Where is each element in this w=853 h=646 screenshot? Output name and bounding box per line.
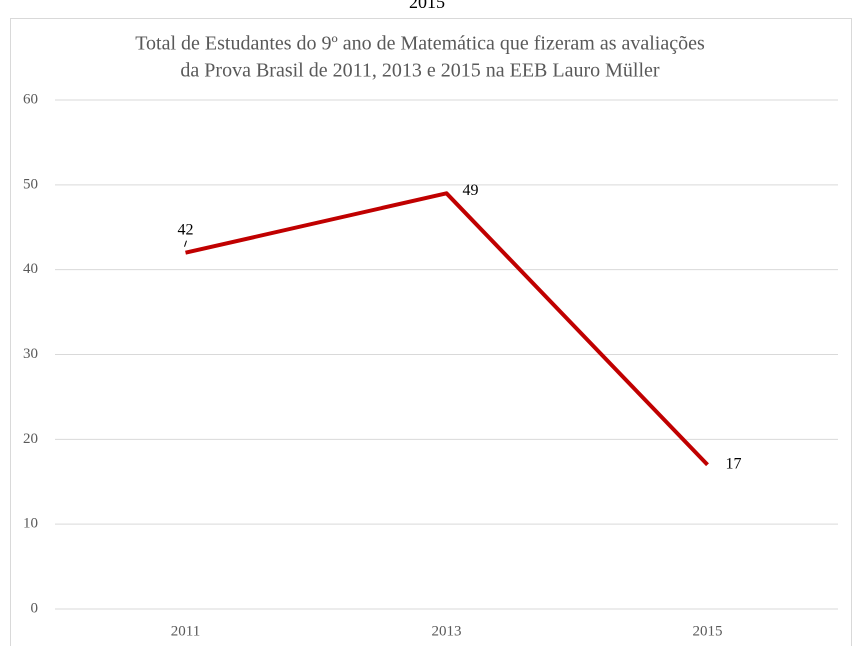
- y-tick-label: 30: [23, 346, 38, 362]
- data-label: 49: [463, 182, 479, 199]
- x-tick-label: 2011: [171, 623, 200, 639]
- line-series: [185, 191, 709, 467]
- chart-title: Total de Estudantes do 9º ano de Matemát…: [135, 33, 705, 55]
- leader-line: [184, 240, 187, 247]
- y-tick-label: 0: [31, 600, 39, 616]
- y-tick-label: 10: [23, 516, 38, 532]
- chart-border: [10, 18, 852, 646]
- y-tick-label: 20: [23, 431, 38, 447]
- caption-fragment: 2015: [409, 0, 445, 12]
- chart-title: da Prova Brasil de 2011, 2013 e 2015 na …: [180, 60, 660, 82]
- y-tick-label: 60: [23, 91, 38, 107]
- x-tick-label: 2015: [693, 623, 723, 639]
- x-tick-label: 2013: [432, 623, 462, 639]
- data-label: 17: [726, 455, 742, 472]
- y-tick-label: 50: [23, 176, 38, 192]
- data-label: 42: [178, 221, 194, 238]
- y-tick-label: 40: [23, 261, 38, 277]
